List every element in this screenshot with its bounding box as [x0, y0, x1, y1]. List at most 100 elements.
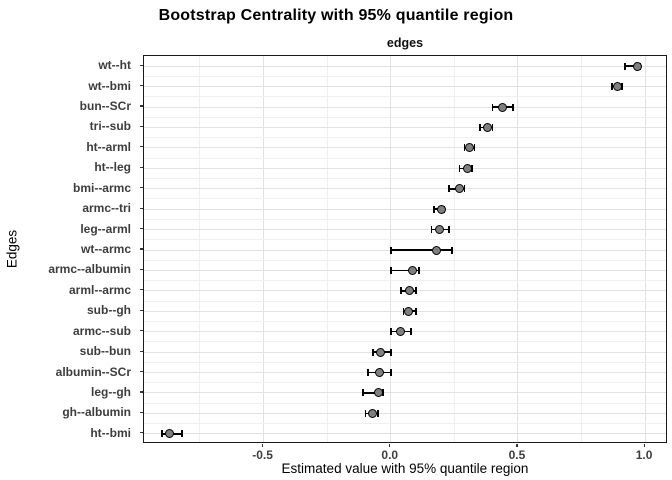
y-axis-tick [139, 105, 143, 107]
y-axis-tick [139, 248, 143, 250]
y-axis-label: wt--bmi [88, 78, 131, 93]
y-axis-labels: wt--ht wt--bmi bun--SCr tri--sub ht--arml ht-… [0, 55, 137, 443]
plot-panel [143, 55, 667, 443]
error-bar-cap [621, 83, 623, 91]
x-axis-tick [389, 443, 391, 447]
data-point [632, 61, 642, 71]
y-axis-label: ht--bmi [90, 425, 131, 440]
error-bar-cap [372, 348, 374, 356]
y-axis-label: leg--gh [91, 384, 131, 399]
y-axis-label: sub--gh [87, 303, 131, 318]
error-bar-cap [361, 389, 364, 397]
error-bar-cap [433, 205, 435, 213]
data-point [434, 225, 444, 235]
data-point [465, 143, 475, 153]
gridline-minor-v [326, 56, 328, 442]
y-axis-tick [139, 432, 143, 434]
data-point [396, 327, 406, 337]
y-axis-label: wt--armc [80, 242, 131, 256]
error-bar-cap [364, 409, 367, 417]
error-bar-cap [415, 287, 417, 295]
y-axis-tick [139, 330, 143, 332]
y-axis-label: albumin--SCr [55, 364, 131, 379]
gridline-major-h [144, 208, 666, 210]
data-point [498, 102, 508, 112]
error-bar-cap [415, 307, 417, 315]
y-axis-tick [139, 146, 143, 148]
data-point [462, 163, 472, 173]
y-axis-tick [139, 411, 143, 413]
gridline-minor-h [144, 300, 666, 302]
gridline-minor-v [453, 56, 455, 442]
x-axis-tick-label: 1.0 [635, 448, 653, 462]
y-axis-label: armc--albumin [48, 262, 131, 277]
gridline-minor-h [144, 239, 666, 241]
x-axis-tick-label: 0.5 [508, 448, 526, 462]
data-point [373, 388, 383, 398]
y-axis-label: ht--arml [86, 139, 131, 154]
gridline-minor-h [144, 157, 666, 159]
y-axis-label: wt--ht [98, 58, 131, 73]
gridline-minor-v [199, 56, 201, 442]
data-point [404, 306, 414, 316]
gridline-major-h [144, 392, 666, 394]
data-point [405, 286, 415, 296]
error-bar [624, 65, 640, 67]
error-bar-cap [478, 123, 481, 131]
gridline-major-h [144, 65, 666, 67]
error-bar [362, 392, 384, 394]
error-bar [390, 269, 419, 272]
y-axis-tick [139, 187, 143, 189]
error-bar-cap [463, 144, 466, 152]
error-bar-cap [491, 103, 494, 111]
error-bar-cap [450, 246, 453, 254]
error-bar-cap [367, 369, 369, 377]
error-bar-cap [623, 62, 626, 70]
gridline-major-h [144, 433, 666, 435]
gridline-minor-h [144, 280, 666, 282]
x-axis-tick-label: 0.0 [381, 448, 399, 462]
gridline-minor-h [144, 96, 666, 98]
y-axis-tick [139, 207, 143, 209]
error-bar-cap [402, 307, 405, 315]
gridline-minor-h [144, 75, 666, 77]
gridline-minor-h [144, 259, 666, 261]
y-axis-tick [139, 391, 143, 393]
data-point [437, 204, 447, 214]
error-bar-cap [430, 226, 433, 234]
gridline-major-v [263, 56, 265, 442]
y-axis-label: ht--leg [94, 160, 131, 175]
gridline-major-h [144, 126, 666, 128]
x-axis-tick [643, 443, 645, 447]
y-axis-tick [139, 227, 143, 230]
gridline-minor-h [144, 341, 666, 343]
error-bar-cap [448, 226, 451, 234]
y-axis-label: gh--albumin [62, 405, 131, 420]
error-bar-cap [400, 287, 402, 295]
error-bar [390, 249, 452, 251]
error-bar-cap [161, 430, 163, 438]
y-axis-tick [139, 289, 143, 291]
gridline-minor-h [144, 320, 666, 322]
error-bar-cap [389, 328, 392, 336]
gridline-major-v [644, 56, 646, 442]
gridline-minor-h [144, 137, 666, 139]
gridline-minor-h [144, 402, 666, 404]
gridline-minor-h [144, 218, 666, 220]
y-axis-label: arml--armc [68, 282, 131, 297]
error-bar-cap [389, 246, 392, 254]
y-axis-tick [139, 64, 143, 66]
y-axis-label: sub--bun [79, 344, 131, 359]
y-axis-label: armc--tri [82, 201, 131, 216]
error-bar-cap [471, 164, 473, 172]
gridline-minor-h [144, 198, 666, 200]
y-axis-tick [139, 370, 143, 373]
x-axis-title: Estimated value with 95% quantile region [281, 461, 529, 476]
y-axis-tick [139, 125, 143, 128]
error-bar-cap [377, 409, 379, 417]
chart-title: Bootstrap Centrality with 95% quantile r… [158, 7, 514, 24]
data-point [454, 184, 464, 194]
gridline-major-h [144, 106, 666, 108]
y-axis-tick [139, 268, 143, 270]
error-bar-cap [491, 123, 494, 131]
